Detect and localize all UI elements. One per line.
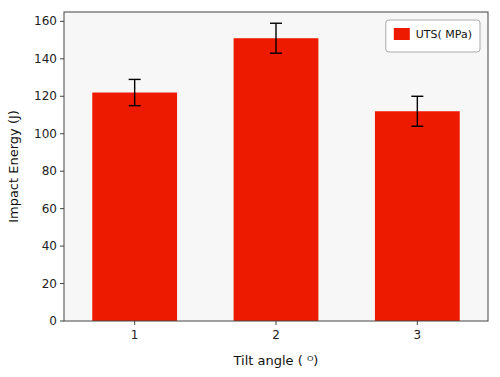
x-tick bbox=[134, 321, 135, 325]
y-tick bbox=[60, 283, 64, 284]
marks bbox=[92, 23, 459, 321]
y-tick-label: 120 bbox=[34, 89, 57, 103]
x-tick bbox=[417, 321, 418, 325]
y-tick-label: 20 bbox=[42, 277, 57, 291]
plot-area bbox=[64, 12, 488, 321]
plot-frame bbox=[64, 12, 488, 321]
y-tick-label: 100 bbox=[34, 127, 57, 141]
y-tick bbox=[60, 96, 64, 97]
chart: 0 20 40 60 80 100 120 140 160 1 2 3 Tilt angle ( ᴼ) I… bbox=[0, 0, 500, 377]
error-bar bbox=[129, 79, 141, 105]
error-bar bbox=[270, 23, 282, 53]
y-tick-label: 40 bbox=[42, 239, 57, 253]
y-tick bbox=[60, 171, 64, 172]
y-tick bbox=[60, 246, 64, 247]
x-tick bbox=[276, 321, 277, 325]
y-tick bbox=[60, 321, 64, 322]
y-tick bbox=[60, 208, 64, 209]
legend-box bbox=[386, 20, 480, 52]
legend: UTS( MPa) bbox=[386, 20, 480, 52]
y-tick-label: 0 bbox=[49, 314, 57, 328]
y-tick bbox=[60, 133, 64, 134]
y-tick-label: 140 bbox=[34, 52, 57, 66]
x-tick-label: 2 bbox=[272, 328, 280, 342]
y-tick bbox=[60, 58, 64, 59]
y-tick-label: 60 bbox=[42, 202, 57, 216]
y-tick bbox=[60, 21, 64, 22]
y-tick-label: 160 bbox=[34, 14, 57, 28]
bar bbox=[375, 111, 460, 321]
legend-label: UTS( MPa) bbox=[416, 28, 472, 41]
x-tick-label: 1 bbox=[131, 328, 139, 342]
legend-swatch bbox=[394, 28, 410, 40]
bar bbox=[234, 38, 319, 321]
x-tick-label: 3 bbox=[414, 328, 422, 342]
bar bbox=[92, 93, 177, 321]
y-axis-label: Impact Energy (J) bbox=[6, 110, 21, 223]
error-bar bbox=[411, 96, 423, 126]
y-tick-label: 80 bbox=[42, 164, 57, 178]
x-axis-label: Tilt angle ( ᴼ) bbox=[233, 353, 319, 368]
